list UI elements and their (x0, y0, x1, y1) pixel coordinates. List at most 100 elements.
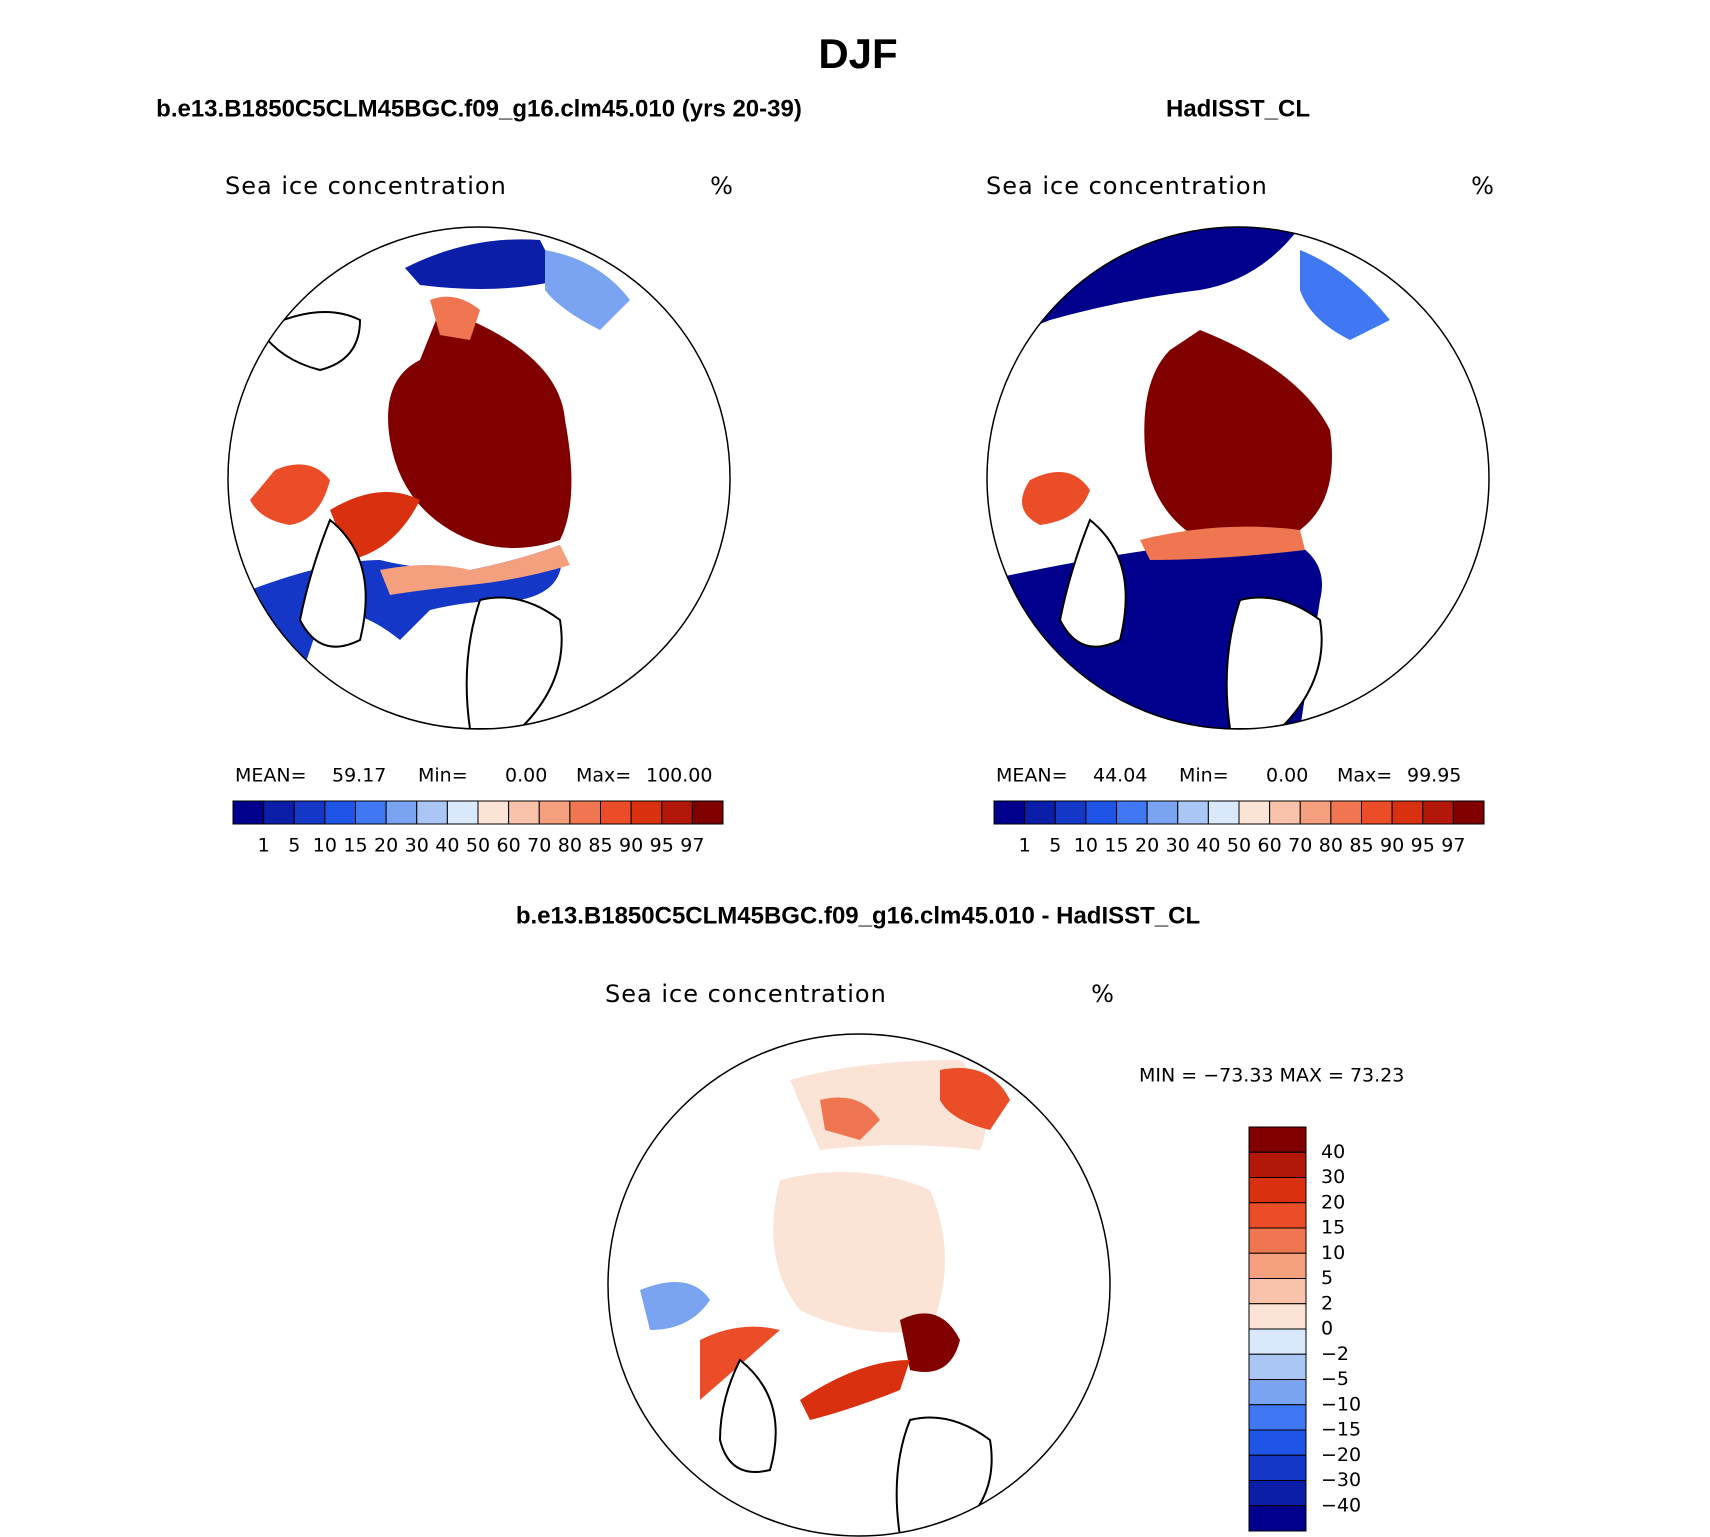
stat-label: Min= (1179, 765, 1229, 787)
map (608, 1034, 1110, 1536)
colorbar-label: 60 (497, 835, 521, 857)
colorbar-box (1361, 800, 1393, 825)
map-border (607, 1033, 1111, 1537)
colorbar-box (630, 800, 663, 825)
colorbar-label: −5 (1321, 1368, 1349, 1390)
colorbar-label: 40 (1196, 835, 1220, 857)
stat-label: MEAN= (235, 765, 307, 787)
colorbar-label: 5 (288, 835, 300, 857)
colorbar-box (1248, 1202, 1307, 1229)
colorbar-label: −10 (1321, 1393, 1361, 1415)
colorbar-box (1248, 1278, 1307, 1305)
units-label: % (710, 172, 734, 200)
colorbar-box (1391, 800, 1424, 825)
colorbar-box (1024, 800, 1056, 825)
panel-title: b.e13.B1850C5CLM45BGC.f09_g16.clm45.010 … (516, 902, 1200, 929)
colorbar-box (1238, 800, 1271, 825)
colorbar-label: 95 (650, 835, 674, 857)
colorbar-label: 85 (1349, 835, 1373, 857)
colorbar-box (1248, 1177, 1307, 1204)
colorbar-box (1299, 800, 1332, 825)
colorbar-label: −40 (1321, 1494, 1361, 1516)
colorbar-box (691, 800, 724, 825)
colorbar-box (1146, 800, 1179, 825)
colorbar-box (1248, 1454, 1307, 1481)
colorbar-box (1248, 1353, 1307, 1380)
colorbar-box (1422, 800, 1454, 825)
colorbar-box (1207, 800, 1240, 825)
stat-label: 100.00 (646, 765, 712, 787)
stat-label: 0.00 (505, 765, 547, 787)
colorbar-box (1248, 1480, 1307, 1507)
panel-title: HadISST_CL (1166, 95, 1310, 122)
colorbar-box (993, 800, 1026, 825)
colorbar-label: 97 (1441, 835, 1465, 857)
colorbar-label: 95 (1411, 835, 1435, 857)
panel-title: b.e13.B1850C5CLM45BGC.f09_g16.clm45.010 … (156, 95, 802, 122)
colorbar-label: 15 (1104, 835, 1128, 857)
colorbar-box (1452, 800, 1485, 825)
colorbar-label: 0 (1321, 1318, 1333, 1340)
variable-label: Sea ice concentration (986, 172, 1268, 200)
colorbar-box (1085, 800, 1117, 825)
colorbar-box (1248, 1303, 1307, 1330)
colorbar-box (1116, 800, 1148, 825)
colorbar-box (538, 800, 571, 825)
colorbar-box (324, 800, 356, 825)
colorbar-label: 1 (258, 835, 270, 857)
colorbar-label: 80 (558, 835, 582, 857)
colorbar-box (385, 800, 418, 825)
stat-label: MIN = −73.33 MAX = 73.23 (1139, 1065, 1404, 1087)
variable-label: Sea ice concentration (225, 172, 507, 200)
colorbar-box (446, 800, 479, 825)
colorbar-box (477, 800, 510, 825)
colorbar-label: 10 (1321, 1242, 1345, 1264)
map (987, 227, 1489, 729)
stat-label: Max= (1337, 765, 1392, 787)
colorbar-label: 15 (343, 835, 367, 857)
colorbar-label: −2 (1321, 1343, 1349, 1365)
colorbar-label: 15 (1321, 1217, 1345, 1239)
variable-label: Sea ice concentration (605, 980, 887, 1008)
colorbar-label: 20 (1321, 1191, 1345, 1213)
colorbar-box (355, 800, 387, 825)
colorbar-box (1248, 1126, 1307, 1153)
colorbar-label: 85 (588, 835, 612, 857)
colorbar-label: 70 (1288, 835, 1312, 857)
colorbar-label: 1 (1019, 835, 1031, 857)
colorbar-label: 20 (374, 835, 398, 857)
units-label: % (1091, 980, 1115, 1008)
colorbar-label: 5 (1321, 1267, 1333, 1289)
colorbar-label: −15 (1321, 1419, 1361, 1441)
colorbar-box (569, 800, 601, 825)
colorbar-box (1248, 1227, 1307, 1254)
colorbar-label: 30 (405, 835, 429, 857)
colorbar-box (1248, 1404, 1307, 1431)
colorbar-box (661, 800, 693, 825)
colorbar-label: −20 (1321, 1444, 1361, 1466)
colorbar-box (1177, 800, 1209, 825)
colorbar-label: 10 (1074, 835, 1098, 857)
stat-label: 0.00 (1266, 765, 1308, 787)
colorbar-box (1248, 1379, 1307, 1406)
colorbar-label: 40 (435, 835, 459, 857)
colorbar-box (416, 800, 448, 825)
colorbar-label: 30 (1321, 1166, 1345, 1188)
map-border (986, 226, 1490, 730)
map (228, 227, 730, 729)
colorbar-label: 80 (1319, 835, 1343, 857)
colorbar-box (263, 800, 295, 825)
colorbar-label: 97 (680, 835, 704, 857)
colorbar-label: 30 (1166, 835, 1190, 857)
colorbar-box (1248, 1328, 1307, 1355)
colorbar-box (1054, 800, 1087, 825)
colorbar-box (600, 800, 632, 825)
colorbar-label: 5 (1049, 835, 1061, 857)
colorbar-label: 2 (1321, 1292, 1333, 1314)
colorbar-box (1330, 800, 1362, 825)
colorbar-box (1248, 1505, 1307, 1532)
colorbar-box (232, 800, 265, 825)
colorbar-label: −30 (1321, 1469, 1361, 1491)
units-label: % (1471, 172, 1495, 200)
